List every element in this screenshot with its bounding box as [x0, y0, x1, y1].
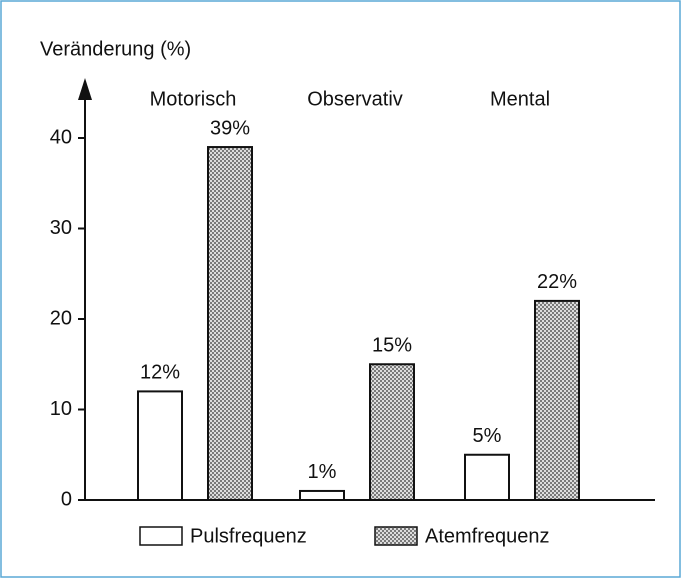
y-tick-label: 20	[50, 307, 72, 329]
bar	[534, 299, 580, 501]
legend-swatch	[374, 526, 418, 546]
bar	[464, 453, 510, 501]
category-label: Mental	[490, 88, 550, 110]
y-tick-label: 30	[50, 217, 72, 239]
y-tick-label: 10	[50, 398, 72, 420]
value-label: 5%	[473, 425, 502, 447]
category-label: Motorisch	[150, 88, 237, 110]
legend-label: Pulsfrequenz	[190, 525, 307, 547]
value-label: 22%	[537, 271, 577, 293]
value-label: 15%	[372, 335, 412, 357]
bar	[299, 489, 345, 502]
legend-label: Atemfrequenz	[425, 525, 550, 547]
value-label: 1%	[308, 461, 337, 483]
y-tick-label: 40	[50, 126, 72, 148]
value-label: 12%	[140, 362, 180, 384]
y-tick-label: 0	[61, 488, 72, 510]
legend-swatch	[139, 526, 183, 546]
bar	[137, 390, 183, 501]
bar	[207, 146, 253, 502]
category-label: Observativ	[307, 88, 403, 110]
bar	[369, 363, 415, 501]
y-axis-arrow	[78, 78, 92, 100]
y-axis-label: Veränderung (%)	[40, 38, 191, 60]
value-label: 39%	[210, 117, 250, 139]
